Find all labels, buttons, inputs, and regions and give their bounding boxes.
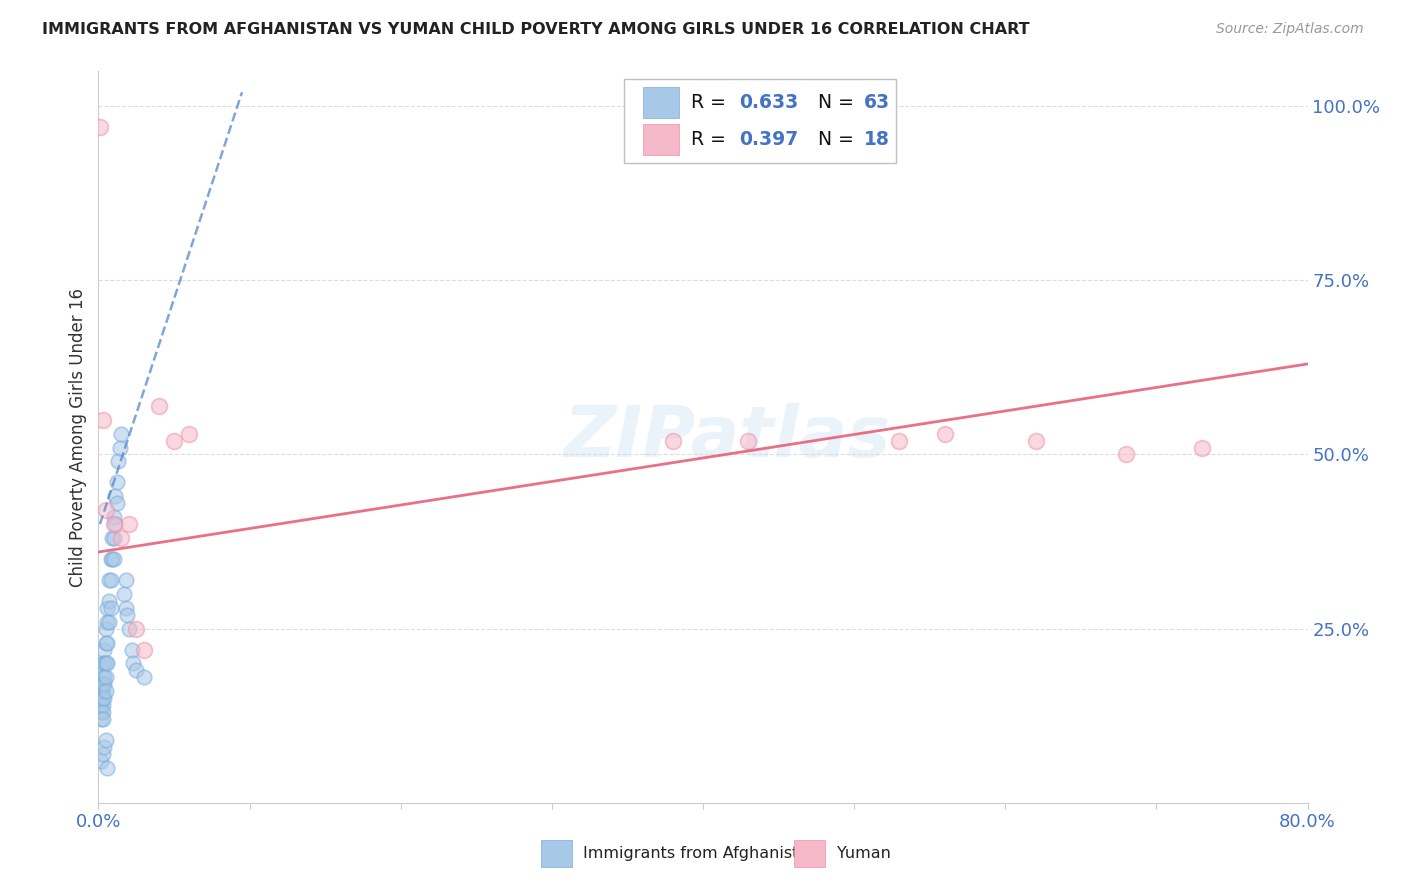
- Point: [96, 635, 118, 649]
- Point: [104, 489, 127, 503]
- Point: [91, 657, 114, 671]
- Point: [100, 600, 122, 615]
- Point: [91, 412, 114, 426]
- Text: 63: 63: [863, 93, 890, 112]
- Point: [103, 510, 125, 524]
- Point: [114, 600, 136, 615]
- Point: [148, 399, 170, 413]
- Point: [91, 684, 114, 698]
- Text: IMMIGRANTS FROM AFGHANISTAN VS YUMAN CHILD POVERTY AMONG GIRLS UNDER 16 CORRELAT: IMMIGRANTS FROM AFGHANISTAN VS YUMAN CHI…: [42, 22, 1029, 37]
- Point: [105, 496, 128, 510]
- Point: [100, 573, 122, 587]
- Point: [118, 622, 141, 636]
- Point: [122, 657, 145, 671]
- Point: [90, 698, 112, 713]
- Point: [93, 740, 115, 755]
- FancyBboxPatch shape: [643, 87, 679, 118]
- Point: [93, 670, 115, 684]
- Y-axis label: Child Poverty Among Girls Under 16: Child Poverty Among Girls Under 16: [69, 287, 87, 587]
- Point: [89, 677, 111, 691]
- Point: [103, 552, 125, 566]
- Point: [125, 664, 148, 678]
- Point: [91, 677, 114, 691]
- Point: [125, 622, 148, 636]
- Point: [103, 517, 125, 532]
- Point: [93, 642, 115, 657]
- Point: [179, 426, 201, 441]
- Point: [1024, 434, 1046, 448]
- Point: [90, 691, 112, 706]
- Point: [93, 691, 115, 706]
- Point: [94, 622, 117, 636]
- Point: [98, 615, 121, 629]
- Point: [98, 594, 121, 608]
- Text: Immigrants from Afghanistan: Immigrants from Afghanistan: [583, 847, 818, 861]
- Text: N =: N =: [806, 129, 859, 149]
- Point: [103, 531, 125, 545]
- Point: [110, 426, 132, 441]
- Point: [96, 615, 118, 629]
- Point: [121, 642, 143, 657]
- Text: N =: N =: [806, 93, 859, 112]
- Point: [118, 517, 141, 532]
- Point: [91, 670, 114, 684]
- Point: [934, 426, 956, 441]
- Point: [94, 684, 117, 698]
- Point: [105, 475, 128, 490]
- Point: [1191, 441, 1213, 455]
- Point: [89, 120, 111, 134]
- Point: [90, 754, 112, 768]
- Point: [101, 552, 124, 566]
- Point: [115, 607, 138, 622]
- Point: [132, 670, 155, 684]
- Point: [93, 657, 115, 671]
- Point: [91, 705, 114, 719]
- Point: [94, 733, 117, 747]
- Point: [108, 441, 131, 455]
- FancyBboxPatch shape: [643, 124, 679, 154]
- Point: [91, 747, 114, 761]
- Point: [132, 642, 155, 657]
- Text: R =: R =: [690, 129, 731, 149]
- Point: [90, 705, 112, 719]
- Point: [90, 684, 112, 698]
- Point: [91, 698, 114, 713]
- Point: [114, 573, 136, 587]
- FancyBboxPatch shape: [624, 78, 897, 163]
- Text: 18: 18: [863, 129, 890, 149]
- Point: [100, 552, 122, 566]
- Point: [89, 691, 111, 706]
- Point: [163, 434, 186, 448]
- Point: [112, 587, 135, 601]
- Text: 0.633: 0.633: [740, 93, 799, 112]
- Text: 0.397: 0.397: [740, 129, 799, 149]
- Point: [94, 635, 117, 649]
- Point: [94, 670, 117, 684]
- Point: [91, 712, 114, 726]
- Point: [104, 517, 127, 532]
- Point: [94, 503, 117, 517]
- Point: [89, 684, 111, 698]
- Point: [94, 657, 117, 671]
- Text: Source: ZipAtlas.com: Source: ZipAtlas.com: [1216, 22, 1364, 37]
- Point: [93, 677, 115, 691]
- Point: [1115, 448, 1137, 462]
- Point: [889, 434, 911, 448]
- Point: [110, 531, 132, 545]
- Point: [737, 434, 759, 448]
- Point: [101, 531, 124, 545]
- Point: [89, 698, 111, 713]
- Point: [96, 761, 118, 775]
- Point: [98, 573, 121, 587]
- Text: Yuman: Yuman: [837, 847, 890, 861]
- Point: [96, 657, 118, 671]
- Point: [107, 454, 129, 468]
- Text: ZIPatlas: ZIPatlas: [564, 402, 891, 472]
- Text: R =: R =: [690, 93, 731, 112]
- Point: [96, 600, 118, 615]
- Point: [661, 434, 683, 448]
- Point: [90, 712, 112, 726]
- Point: [91, 691, 114, 706]
